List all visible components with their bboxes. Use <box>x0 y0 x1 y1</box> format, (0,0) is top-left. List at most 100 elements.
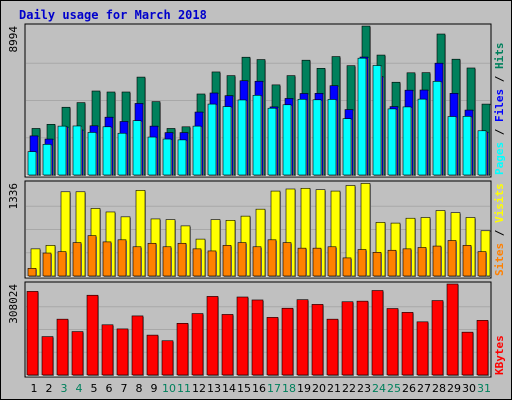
pages-bar <box>357 57 367 176</box>
kbytes-bar <box>116 328 129 376</box>
visits-panel-legend: Sites / Visits <box>493 183 506 276</box>
kbytes-bar-fill <box>236 296 249 376</box>
sites-bar-fill <box>132 246 142 277</box>
pages-bar <box>252 95 262 176</box>
pages-bar-fill <box>132 120 142 176</box>
sites-bar <box>222 245 232 277</box>
pages-bar <box>417 98 427 176</box>
pages-bar-fill <box>207 103 217 176</box>
kbytes-bar-fill <box>461 331 474 376</box>
sites-bar <box>297 247 307 277</box>
day-label: 28 <box>432 382 446 395</box>
sites-bar <box>462 245 472 277</box>
sites-bar-fill <box>402 248 412 277</box>
sites-bar <box>327 246 337 277</box>
sites-bar-fill <box>87 235 97 277</box>
pages-bar-fill <box>282 104 292 176</box>
day-label: 17 <box>267 382 281 395</box>
kbytes-bar-fill <box>221 314 234 376</box>
pages-bar-fill <box>177 139 187 176</box>
kbytes-bar <box>296 299 309 376</box>
kbytes-bar-fill <box>326 318 339 376</box>
kbytes-bar <box>476 320 489 376</box>
pages-bar-fill <box>327 99 337 176</box>
pages-bar-fill <box>117 132 127 176</box>
pages-bar-fill <box>297 98 307 176</box>
sites-bar-fill <box>267 239 277 277</box>
sites-bar <box>87 235 97 277</box>
day-label: 13 <box>207 382 221 395</box>
sites-bar <box>282 242 292 277</box>
kbytes-bar <box>86 294 99 376</box>
kbytes-bar-fill <box>266 317 279 376</box>
sites-bar-fill <box>222 245 232 277</box>
kbytes-panel-ymax-label: 308024 <box>7 284 20 324</box>
sites-bar <box>147 242 157 277</box>
day-label: 16 <box>252 382 266 395</box>
pages-bar-fill <box>267 107 277 176</box>
pages-bar <box>267 107 277 176</box>
kbytes-bar-fill <box>101 324 114 376</box>
kbytes-bar-fill <box>401 312 414 376</box>
sites-bar <box>27 268 37 277</box>
day-label: 6 <box>106 382 113 395</box>
sites-bar-fill <box>477 251 487 277</box>
sites-bar <box>72 242 82 277</box>
sites-bar <box>162 246 172 277</box>
pages-bar <box>192 125 202 176</box>
kbytes-panel-legend: KBytes <box>493 335 506 375</box>
legend-visits: Visits <box>493 183 506 223</box>
pages-bar-fill <box>477 130 487 176</box>
sites-bar <box>132 246 142 277</box>
day-label: 5 <box>91 382 98 395</box>
kbytes-bar-fill <box>371 290 384 376</box>
sites-bar <box>417 247 427 277</box>
day-label: 31 <box>477 382 491 395</box>
pages-bar <box>402 106 412 176</box>
chart-title: Daily usage for March 2018 <box>19 8 207 22</box>
pages-bar-fill <box>252 95 262 176</box>
sites-bar <box>477 251 487 277</box>
day-label: 2 <box>46 382 53 395</box>
kbytes-bar <box>71 331 84 376</box>
kbytes-bar <box>176 322 189 376</box>
day-label: 23 <box>357 382 371 395</box>
kbytes-bar-fill <box>26 291 39 376</box>
pages-bar-fill <box>402 106 412 176</box>
kbytes-bar-fill <box>131 315 144 376</box>
sites-bar-fill <box>432 245 442 277</box>
kbytes-bar <box>431 300 444 376</box>
kbytes-bar-fill <box>416 321 429 376</box>
sites-bar <box>267 239 277 277</box>
sites-bar <box>252 246 262 277</box>
pages-bar <box>462 116 472 176</box>
pages-bar <box>477 130 487 176</box>
sites-bar-fill <box>57 251 67 277</box>
sites-bar <box>177 242 187 277</box>
legend-separator: / <box>493 122 506 142</box>
sites-bar-fill <box>207 250 217 277</box>
pages-bar <box>102 126 112 176</box>
kbytes-bar-fill <box>146 334 159 376</box>
sites-bar-fill <box>297 247 307 277</box>
sites-bar-fill <box>117 239 127 277</box>
pages-bar-fill <box>192 125 202 176</box>
kbytes-bar-fill <box>311 304 324 376</box>
legend-separator: / <box>493 223 506 243</box>
legend-separator: / <box>493 69 506 89</box>
kbytes-bar <box>26 291 39 376</box>
sites-bar <box>117 239 127 277</box>
pages-bar-fill <box>237 99 247 176</box>
kbytes-bar-fill <box>41 336 54 376</box>
kbytes-bar <box>56 318 69 376</box>
sites-bar <box>57 251 67 277</box>
kbytes-bar <box>41 336 54 376</box>
pages-bar <box>372 65 382 176</box>
pages-bar <box>42 144 52 176</box>
kbytes-bar <box>191 313 204 376</box>
pages-bar-fill <box>57 125 67 176</box>
kbytes-bar <box>101 324 114 376</box>
pages-bar-fill <box>222 106 232 176</box>
pages-bar-fill <box>72 125 82 176</box>
